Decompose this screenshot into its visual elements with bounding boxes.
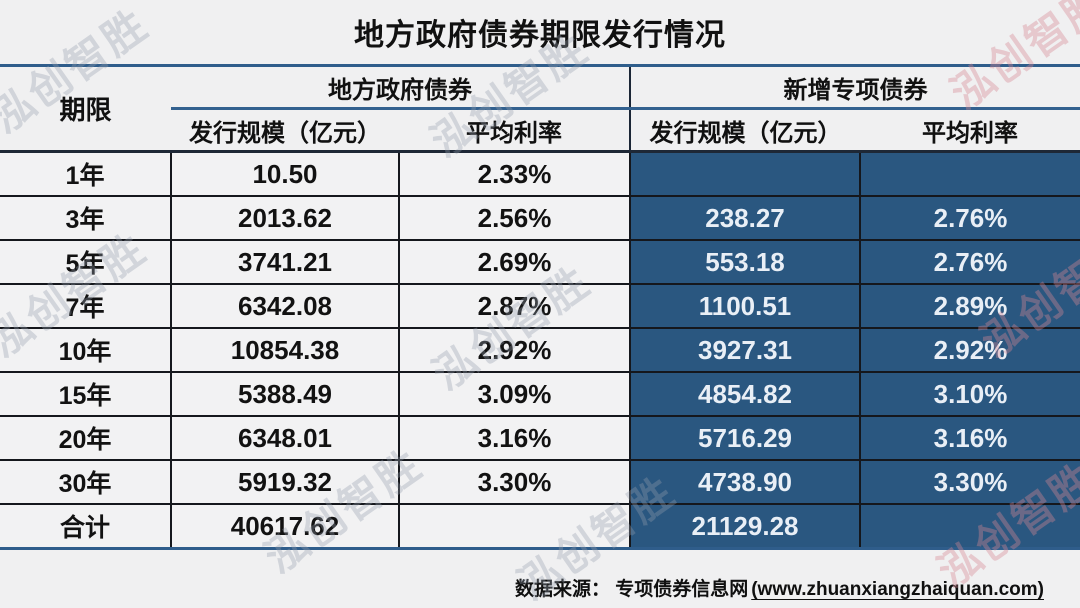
cell-spec-rate: 2.89% xyxy=(859,283,1080,329)
cell-spec-rate: 2.76% xyxy=(859,239,1080,285)
cell-spec-rate: 2.92% xyxy=(859,327,1080,373)
cell-lgb-rate xyxy=(398,503,631,550)
table-header: 期限 地方政府债券 新增专项债券 发行规模（亿元） 平均利率 发行规模（亿元） … xyxy=(0,65,1080,153)
cell-lgb-rate: 2.69% xyxy=(398,239,631,285)
cell-lgb-rate: 2.56% xyxy=(398,195,631,241)
header-row-subcolumns: 发行规模（亿元） 平均利率 发行规模（亿元） 平均利率 xyxy=(0,108,1080,153)
cell-lgb-scale: 10854.38 xyxy=(170,327,400,373)
cell-term: 20年 xyxy=(0,415,172,461)
cell-lgb-scale: 3741.21 xyxy=(170,239,400,285)
data-source: 数据来源： 专项债券信息网 (www.zhuanxiangzhaiquan.com… xyxy=(0,574,1044,601)
cell-lgb-scale: 10.50 xyxy=(170,150,400,197)
cell-spec-rate: 3.10% xyxy=(859,371,1080,417)
col-group-new-special-bonds: 新增专项债券 xyxy=(629,65,1080,110)
cell-spec-scale: 3927.31 xyxy=(629,327,861,373)
cell-term: 15年 xyxy=(0,371,172,417)
bond-table: 期限 地方政府债券 新增专项债券 发行规模（亿元） 平均利率 发行规模（亿元） … xyxy=(0,64,1080,550)
cell-lgb-scale: 5388.49 xyxy=(170,371,400,417)
cell-spec-scale: 4738.90 xyxy=(629,459,861,505)
table-row: 10年 10854.38 2.92% 3927.31 2.92% xyxy=(0,327,1080,373)
table-row: 5年 3741.21 2.69% 553.18 2.76% xyxy=(0,239,1080,285)
cell-spec-scale: 1100.51 xyxy=(629,283,861,329)
cell-lgb-rate: 2.33% xyxy=(398,150,631,197)
col-header-lgb-rate: 平均利率 xyxy=(399,108,630,153)
table-row: 合计 40617.62 21129.28 xyxy=(0,503,1080,550)
cell-spec-scale: 4854.82 xyxy=(629,371,861,417)
table-row: 3年 2013.62 2.56% 238.27 2.76% xyxy=(0,195,1080,241)
cell-lgb-rate: 3.09% xyxy=(398,371,631,417)
cell-term: 5年 xyxy=(0,239,172,285)
cell-term: 10年 xyxy=(0,327,172,373)
cell-term: 7年 xyxy=(0,283,172,329)
cell-spec-scale: 5716.29 xyxy=(629,415,861,461)
header-row-groups: 期限 地方政府债券 新增专项债券 xyxy=(0,65,1080,153)
cell-lgb-scale: 5919.32 xyxy=(170,459,400,505)
source-label: 数据来源： 专项债券信息网 xyxy=(514,579,749,600)
cell-spec-rate: 3.16% xyxy=(859,415,1080,461)
cell-lgb-scale: 6348.01 xyxy=(170,415,400,461)
cell-lgb-scale: 6342.08 xyxy=(170,283,400,329)
cell-lgb-scale: 40617.62 xyxy=(170,503,400,550)
cell-spec-scale: 238.27 xyxy=(629,195,861,241)
cell-term: 3年 xyxy=(0,195,172,241)
col-header-lgb-scale: 发行规模（亿元） xyxy=(171,108,399,153)
col-header-spec-scale: 发行规模（亿元） xyxy=(629,108,860,153)
cell-lgb-rate: 2.92% xyxy=(398,327,631,373)
cell-lgb-rate: 2.87% xyxy=(398,283,631,329)
table-row: 7年 6342.08 2.87% 1100.51 2.89% xyxy=(0,283,1080,329)
cell-term: 1年 xyxy=(0,150,172,197)
cell-spec-rate xyxy=(859,150,1080,197)
cell-spec-scale: 553.18 xyxy=(629,239,861,285)
table-body: 1年 10.50 2.33% 3年 2013.62 2.56% 238.27 2.76% 5年 3… xyxy=(0,150,1080,550)
cell-term: 合计 xyxy=(0,503,172,550)
cell-spec-scale xyxy=(629,150,861,197)
page-title: 地方政府债券期限发行情况 xyxy=(354,19,726,52)
col-header-spec-rate: 平均利率 xyxy=(860,108,1080,153)
cell-spec-rate: 3.30% xyxy=(859,459,1080,505)
cell-lgb-scale: 2013.62 xyxy=(170,195,400,241)
table-row: 30年 5919.32 3.30% 4738.90 3.30% xyxy=(0,459,1080,505)
cell-term: 30年 xyxy=(0,459,172,505)
table-row: 1年 10.50 2.33% xyxy=(0,150,1080,197)
cell-spec-rate: 2.76% xyxy=(859,195,1080,241)
col-group-local-gov-bonds: 地方政府债券 xyxy=(171,65,630,110)
table-row: 15年 5388.49 3.09% 4854.82 3.10% xyxy=(0,371,1080,417)
cell-lgb-rate: 3.16% xyxy=(398,415,631,461)
col-header-term: 期限 xyxy=(0,65,171,153)
table-row: 20年 6348.01 3.16% 5716.29 3.16% xyxy=(0,415,1080,461)
cell-spec-scale: 21129.28 xyxy=(629,503,861,550)
source-link[interactable]: (www.zhuanxiangzhaiquan.com) xyxy=(751,579,1044,600)
cell-spec-rate xyxy=(859,503,1080,550)
cell-lgb-rate: 3.30% xyxy=(398,459,631,505)
